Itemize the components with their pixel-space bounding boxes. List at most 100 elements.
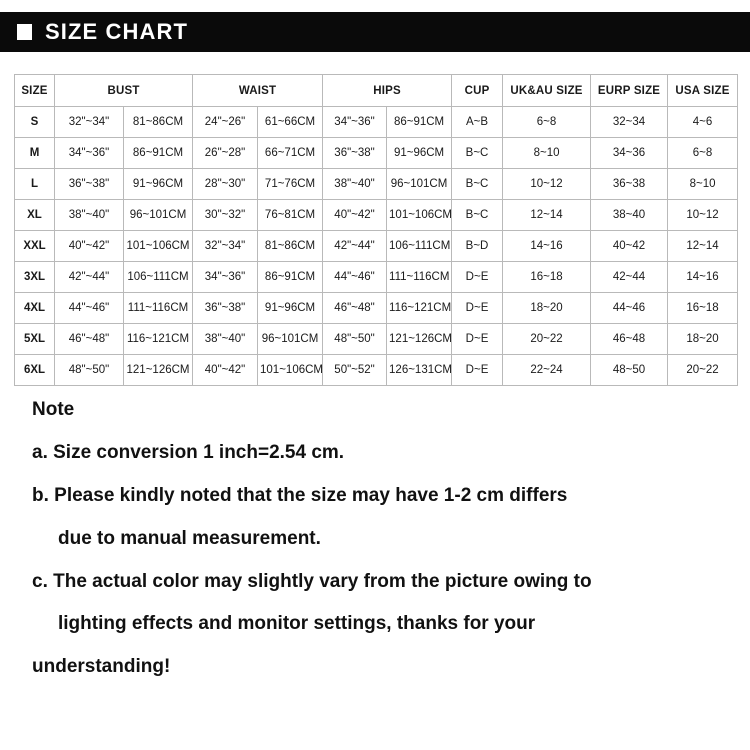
note-section: Note a. Size conversion 1 inch=2.54 cm. … [32,399,732,700]
column-header-usa-size: USA SIZE [667,74,739,107]
cell-bust-cm: 96~101CM [122,199,194,231]
cell-cup: B~C [451,199,504,231]
cell-eurp: 34~36 [590,137,669,169]
cell-size: S [14,106,55,138]
cell-hips-cm: 96~101CM [386,168,453,200]
size-chart-table: SIZE BUST WAIST HIPS CUP UK&AU SIZE EURP… [14,74,739,386]
cell-waist-cm: 96~101CM [257,323,324,355]
cell-bust-cm: 101~106CM [122,230,194,262]
cell-size: 3XL [14,261,55,293]
cell-hips-cm: 126~131CM [386,354,453,386]
cell-usa: 4~6 [667,106,739,138]
cell-waist-cm: 86~91CM [257,261,324,293]
cell-cup: D~E [451,354,504,386]
cell-size: 5XL [14,323,55,355]
cell-hips-cm: 101~106CM [386,199,453,231]
table-row: 3XL 42"~44" 106~111CM 34"~36" 86~91CM 44… [14,261,739,293]
cell-bust-cm: 116~121CM [122,323,194,355]
cell-bust-inch: 48"~50" [54,354,124,386]
cell-size: 4XL [14,292,55,324]
cell-hips-inch: 48"~50" [322,323,388,355]
cell-waist-inch: 40"~42" [192,354,259,386]
cell-waist-inch: 28"~30" [192,168,259,200]
table-header-row: SIZE BUST WAIST HIPS CUP UK&AU SIZE EURP… [14,74,739,107]
cell-bust-inch: 42"~44" [54,261,124,293]
cell-bust-cm: 86~91CM [122,137,194,169]
cell-bust-inch: 40"~42" [54,230,124,262]
note-item-b: b. Please kindly noted that the size may… [32,484,732,550]
cell-uk-au: 6~8 [502,106,592,138]
cell-hips-cm: 121~126CM [386,323,453,355]
cell-eurp: 48~50 [590,354,669,386]
column-header-hips: HIPS [322,74,453,107]
cell-bust-inch: 38"~40" [54,199,124,231]
table-row: S 32"~34" 81~86CM 24"~26" 61~66CM 34"~36… [14,106,739,138]
cell-bust-cm: 91~96CM [122,168,194,200]
cell-waist-inch: 34"~36" [192,261,259,293]
cell-usa: 8~10 [667,168,739,200]
cell-waist-inch: 38"~40" [192,323,259,355]
cell-waist-inch: 32"~34" [192,230,259,262]
table-row: 4XL 44"~46" 111~116CM 36"~38" 91~96CM 46… [14,292,739,324]
cell-eurp: 44~46 [590,292,669,324]
note-item-c: c. The actual color may slightly vary fr… [32,571,732,679]
column-header-waist: WAIST [192,74,324,107]
note-item-a-line-1: a. Size conversion 1 inch=2.54 cm. [32,441,345,463]
cell-cup: B~C [451,137,504,169]
cell-hips-cm: 116~121CM [386,292,453,324]
cell-hips-inch: 50"~52" [322,354,388,386]
column-header-bust: BUST [53,74,194,107]
cell-waist-cm: 66~71CM [257,137,324,169]
size-table-body: S 32"~34" 81~86CM 24"~26" 61~66CM 34"~36… [14,106,739,386]
note-item-b-line-2: due to manual measurement. [58,527,321,549]
cell-bust-cm: 111~116CM [122,292,194,324]
cell-uk-au: 12~14 [502,199,592,231]
table-row: 6XL 48"~50" 121~126CM 40"~42" 101~106CM … [14,354,739,386]
table-row: L 36"~38" 91~96CM 28"~30" 71~76CM 38"~40… [14,168,739,200]
cell-cup: D~E [451,323,504,355]
cell-hips-inch: 34"~36" [322,106,388,138]
size-table-container: SIZE BUST WAIST HIPS CUP UK&AU SIZE EURP… [14,74,739,386]
cell-bust-cm: 106~111CM [122,261,194,293]
page-title: SIZE CHART [45,19,188,44]
cell-waist-cm: 91~96CM [257,292,324,324]
cell-usa: 18~20 [667,323,739,355]
cell-hips-inch: 44"~46" [322,261,388,293]
cell-usa: 20~22 [667,354,739,386]
cell-waist-cm: 71~76CM [257,168,324,200]
cell-eurp: 46~48 [590,323,669,355]
cell-bust-inch: 46"~48" [54,323,124,355]
table-row: M 34"~36" 86~91CM 26"~28" 66~71CM 36"~38… [14,137,739,169]
cell-uk-au: 22~24 [502,354,592,386]
table-row: XL 38"~40" 96~101CM 30"~32" 76~81CM 40"~… [14,199,739,231]
note-item-b-line-1: b. Please kindly noted that the size may… [32,484,568,506]
column-header-uk-au-size: UK&AU SIZE [502,74,592,107]
cell-usa: 16~18 [667,292,739,324]
cell-uk-au: 18~20 [502,292,592,324]
cell-usa: 14~16 [667,261,739,293]
column-header-cup: CUP [451,74,504,107]
cell-hips-inch: 46"~48" [322,292,388,324]
cell-waist-cm: 101~106CM [257,354,324,386]
cell-cup: A~B [451,106,504,138]
cell-hips-inch: 42"~44" [322,230,388,262]
cell-hips-cm: 86~91CM [386,106,453,138]
cell-uk-au: 8~10 [502,137,592,169]
cell-waist-inch: 26"~28" [192,137,259,169]
cell-bust-inch: 36"~38" [54,168,124,200]
cell-hips-cm: 91~96CM [386,137,453,169]
note-item-c-line-3: understanding! [32,656,171,678]
cell-hips-inch: 40"~42" [322,199,388,231]
cell-hips-cm: 106~111CM [386,230,453,262]
cell-waist-inch: 36"~38" [192,292,259,324]
cell-waist-cm: 76~81CM [257,199,324,231]
square-bullet-icon [17,24,32,40]
cell-bust-inch: 32"~34" [54,106,124,138]
cell-eurp: 36~38 [590,168,669,200]
cell-cup: D~E [451,292,504,324]
cell-waist-inch: 24"~26" [192,106,259,138]
cell-eurp: 32~34 [590,106,669,138]
cell-size: XXL [14,230,55,262]
cell-cup: B~C [451,168,504,200]
note-heading: Note [32,399,75,420]
